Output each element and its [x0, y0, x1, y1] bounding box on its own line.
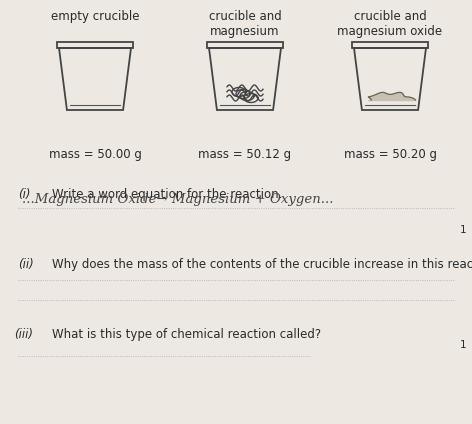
Text: crucible and
magnesium: crucible and magnesium — [209, 10, 281, 38]
Text: (iii): (iii) — [14, 328, 33, 341]
Text: What is this type of chemical reaction called?: What is this type of chemical reaction c… — [52, 328, 321, 341]
Text: crucible and
magnesium oxide: crucible and magnesium oxide — [337, 10, 443, 38]
Text: Write a word equation for the reaction.: Write a word equation for the reaction. — [52, 188, 282, 201]
Text: 1: 1 — [460, 225, 467, 235]
Text: ...Magnesium Oxide→ Magnesium + Oxygen...: ...Magnesium Oxide→ Magnesium + Oxygen..… — [22, 193, 334, 206]
Text: (ii): (ii) — [18, 258, 34, 271]
Text: mass = 50.12 g: mass = 50.12 g — [198, 148, 292, 161]
Text: 1: 1 — [460, 340, 467, 350]
Text: Why does the mass of the contents of the crucible increase in this reaction?: Why does the mass of the contents of the… — [52, 258, 472, 271]
Text: empty crucible: empty crucible — [51, 10, 139, 23]
Text: mass = 50.00 g: mass = 50.00 g — [49, 148, 142, 161]
Text: (i): (i) — [18, 188, 31, 201]
Text: mass = 50.20 g: mass = 50.20 g — [344, 148, 437, 161]
